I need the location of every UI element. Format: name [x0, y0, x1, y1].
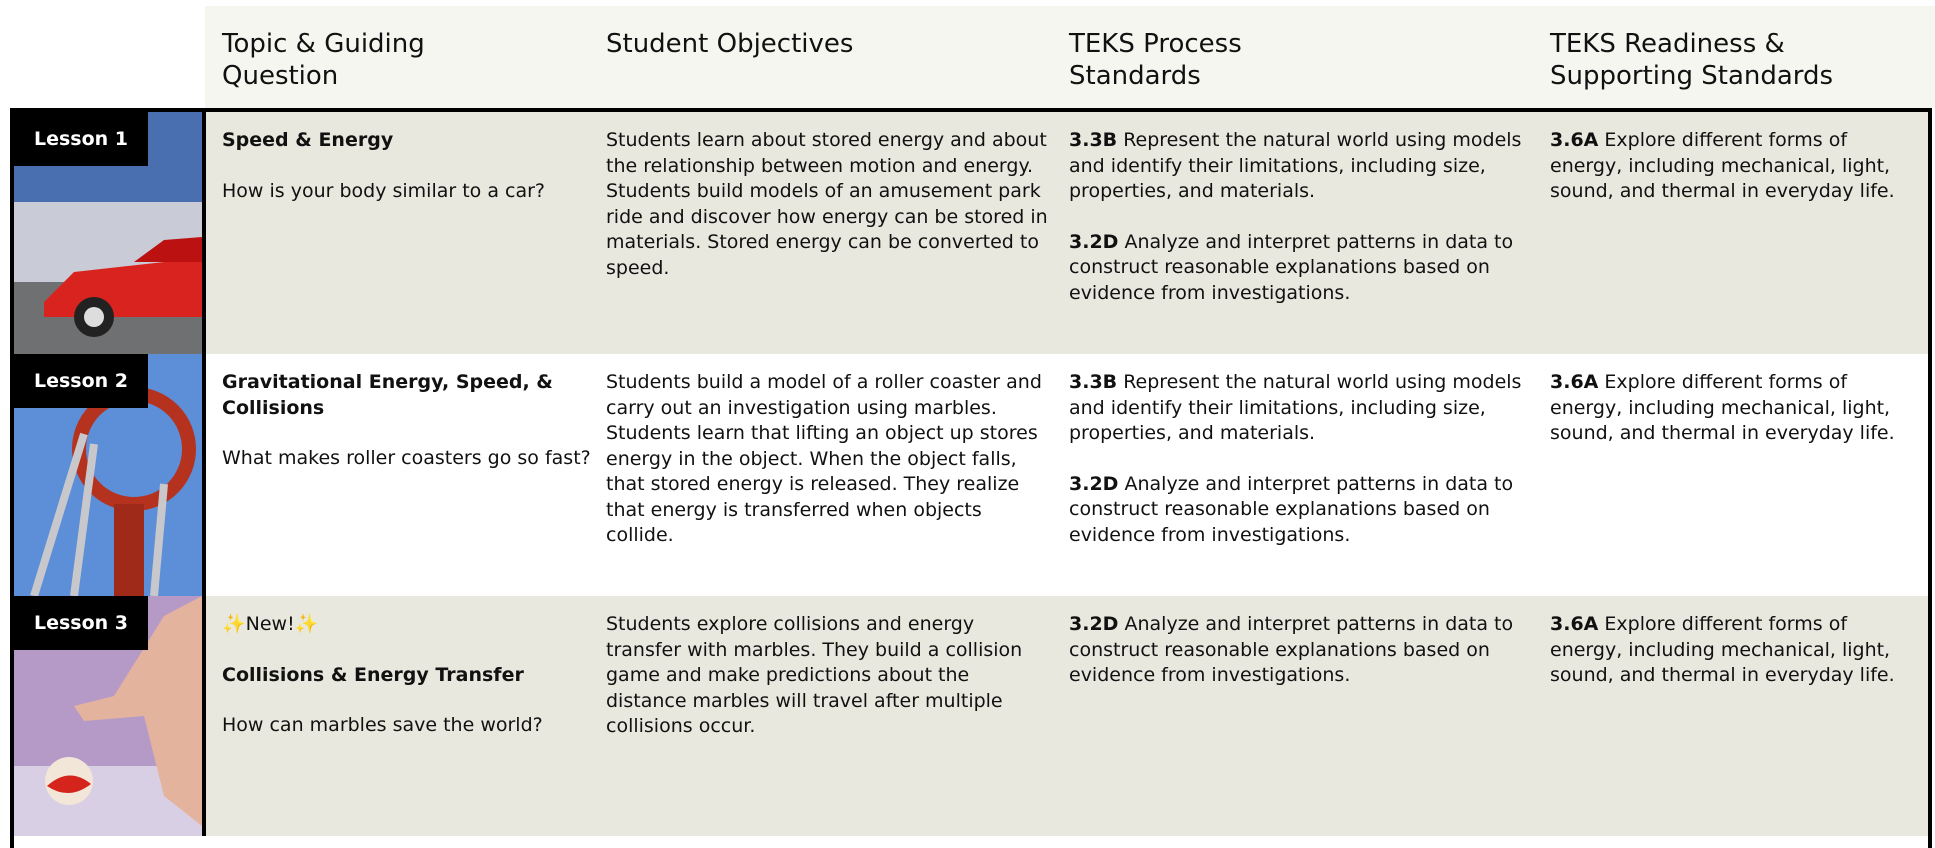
standard: 3.2D Analyze and interpret patterns in d… [1069, 230, 1529, 307]
standard-text: Explore different forms of energy, inclu… [1550, 371, 1895, 444]
column-header: TEKS Process Standards [1069, 29, 1242, 91]
process-cell: 3.3B Represent the natural world using m… [1069, 128, 1529, 331]
lesson-label: Lesson 1 [14, 112, 148, 166]
objectives-cell: Students build a model of a roller coast… [606, 371, 1042, 546]
lesson-row: Lesson 2 Gravitational Energy, Speed, & C… [14, 354, 1928, 596]
standard-text: Explore different forms of energy, inclu… [1550, 129, 1895, 202]
standard-code: 3.2D [1069, 230, 1119, 253]
lesson-title: Speed & Energy [222, 129, 394, 151]
standard-text: Represent the natural world using models… [1069, 371, 1522, 444]
standard-text: Analyze and interpret patterns in data t… [1069, 613, 1514, 686]
standard: 3.3B Represent the natural world using m… [1069, 128, 1529, 205]
lesson-row: Lesson 3 ✨New!✨ Collisions & Energy Transf… [14, 596, 1928, 836]
topic-cell: Speed & Energy How is your body similar t… [222, 128, 592, 204]
standard-code: 3.6A [1550, 613, 1599, 635]
column-header: TEKS Readiness & Supporting Standards [1550, 29, 1834, 91]
lesson-image [14, 112, 206, 354]
lesson-label: Lesson 3 [14, 596, 148, 650]
standard: 3.6A Explore different forms of energy, … [1550, 370, 1910, 447]
guiding-question: What makes roller coasters go so fast? [222, 447, 591, 469]
standard-code: 3.2D [1069, 472, 1119, 495]
topic-cell: ✨New!✨ Collisions & Energy Transfer How ca… [222, 612, 592, 739]
standard-code: 3.3B [1069, 371, 1118, 393]
standard: 3.6A Explore different forms of energy, … [1550, 612, 1910, 689]
standard-text: Explore different forms of energy, inclu… [1550, 613, 1895, 686]
standard-code: 3.6A [1550, 371, 1599, 393]
standard-code: 3.2D [1069, 613, 1119, 635]
lesson-label: Lesson 2 [14, 354, 148, 408]
standard-text: Represent the natural world using models… [1069, 129, 1522, 202]
lesson-row: Lesson 1 Speed & Energy How is your body s… [14, 112, 1928, 354]
topic-cell: Gravitational Energy, Speed, & Collision… [222, 370, 592, 472]
standard: 3.2D Analyze and interpret patterns in d… [1069, 612, 1529, 689]
header-row: Topic & Guiding Question Student Objectiv… [205, 6, 1935, 108]
standard: 3.3B Represent the natural world using m… [1069, 370, 1529, 447]
objectives-cell: Students explore collisions and energy t… [606, 613, 1023, 737]
lesson-title: Gravitational Energy, Speed, & Collision… [222, 371, 553, 419]
process-cell: 3.3B Represent the natural world using m… [1069, 370, 1529, 573]
standard: 3.6A Explore different forms of energy, … [1550, 128, 1910, 205]
column-header: Student Objectives [606, 29, 854, 59]
lesson-photo [14, 112, 202, 354]
table-frame [10, 108, 1932, 848]
readiness-cell: 3.6A Explore different forms of energy, … [1550, 370, 1910, 472]
standard-text: Analyze and interpret patterns in data t… [1069, 230, 1514, 304]
standard: 3.2D Analyze and interpret patterns in d… [1069, 472, 1529, 549]
lesson-title: Collisions & Energy Transfer [222, 663, 524, 686]
objectives-cell: Students learn about stored energy and a… [606, 129, 1048, 279]
guiding-question: How is your body similar to a car? [222, 179, 546, 202]
standard-text: Analyze and interpret patterns in data t… [1069, 472, 1514, 546]
standard-code: 3.6A [1550, 129, 1599, 151]
guiding-question: How can marbles save the world? [222, 714, 543, 736]
readiness-cell: 3.6A Explore different forms of energy, … [1550, 612, 1910, 714]
standard-code: 3.3B [1069, 129, 1118, 151]
new-tag: ✨New!✨ [222, 613, 319, 635]
readiness-cell: 3.6A Explore different forms of energy, … [1550, 128, 1910, 230]
process-cell: 3.2D Analyze and interpret patterns in d… [1069, 612, 1529, 714]
column-header: Topic & Guiding Question [222, 29, 425, 91]
